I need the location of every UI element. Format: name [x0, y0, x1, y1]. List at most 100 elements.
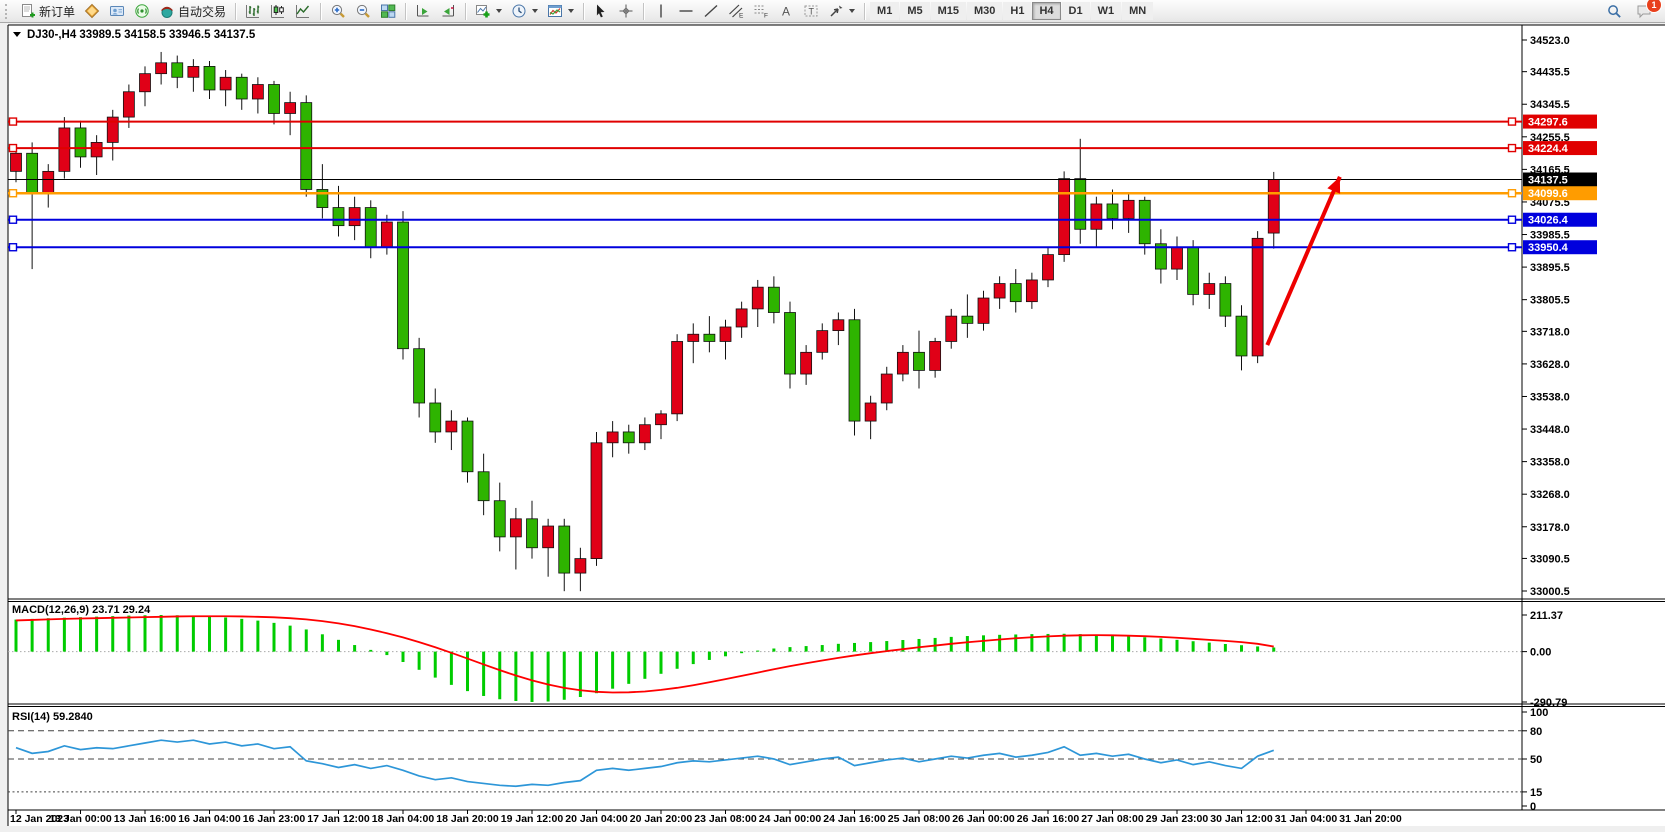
fibonacci-tool-button[interactable]: F [749, 1, 773, 21]
svg-text:13 Jan 00:00: 13 Jan 00:00 [49, 813, 112, 825]
periods-button[interactable] [507, 1, 542, 21]
terminal-button[interactable] [130, 1, 154, 21]
bull-candle [106, 116, 119, 143]
chart-shift-icon [442, 5, 455, 17]
timeframe-h4-button[interactable]: H4 [1032, 2, 1061, 20]
bull-candle [864, 402, 877, 422]
svg-text:33178.0: 33178.0 [1530, 522, 1570, 534]
line-chart-mode-button[interactable] [291, 1, 315, 21]
auto-trading-label: 自动交易 [178, 4, 227, 19]
bull-candle [606, 431, 619, 444]
line-chart-icon [296, 5, 310, 18]
svg-text:26 Jan 00:00: 26 Jan 00:00 [952, 813, 1015, 825]
svg-text:34345.5: 34345.5 [1530, 99, 1570, 111]
bull-candle [816, 330, 829, 353]
search-icon [1608, 4, 1621, 18]
navigator-button[interactable] [105, 1, 129, 21]
bear-candle [461, 420, 474, 473]
bull-candle [977, 297, 990, 324]
line-handle [8, 143, 18, 153]
text-label-tool-button[interactable]: T [799, 1, 823, 21]
navigator-icon [110, 6, 125, 16]
zoom-in-button[interactable] [326, 1, 350, 21]
trend-arrow-annotation[interactable] [1265, 176, 1342, 346]
svg-text:31 Jan 20:00: 31 Jan 20:00 [1339, 813, 1402, 825]
timeframe-mn-button[interactable]: MN [1122, 2, 1154, 20]
zoom-out-button[interactable] [351, 1, 375, 21]
toolbar-grip[interactable] [5, 3, 11, 19]
new-order-button[interactable]: 新订单 [16, 1, 79, 21]
auto-trading-button[interactable]: 自动交易 [155, 1, 230, 21]
timeframe-d1-button[interactable]: D1 [1061, 2, 1090, 20]
bear-candle [1009, 283, 1022, 303]
candlestick-mode-button[interactable] [266, 1, 290, 21]
line-handle [8, 215, 18, 224]
svg-text:30 Jan 12:00: 30 Jan 12:00 [1210, 813, 1273, 825]
bear-candle [622, 431, 635, 444]
timeframe-h1-button[interactable]: H1 [1003, 2, 1032, 20]
cursor-button[interactable] [589, 1, 613, 21]
trendline-tool-button[interactable] [699, 1, 723, 21]
bull-candle [945, 315, 958, 342]
market-watch-button[interactable] [80, 1, 104, 21]
chart-window: 34523.0 34435.5 34345.5 34255.5 34165.5 34075… [0, 23, 1665, 832]
timeframe-m5-button[interactable]: M5 [900, 2, 930, 20]
arrows-tool-button[interactable] [824, 1, 859, 21]
bull-candle [832, 319, 845, 332]
bear-candle [784, 312, 796, 375]
chart-shift-button[interactable] [436, 1, 460, 21]
line-handle [1507, 189, 1517, 198]
indicators-button[interactable] [471, 1, 506, 21]
bear-candle [332, 207, 345, 227]
svg-text:20 Jan 20:00: 20 Jan 20:00 [630, 813, 693, 825]
bear-candle [26, 152, 39, 194]
bear-candle [493, 500, 506, 538]
svg-text:12 Jan 2023: 12 Jan 2023 [10, 813, 69, 825]
svg-text:33358.0: 33358.0 [1530, 457, 1570, 469]
price-badge [1523, 114, 1597, 129]
svg-text:DJ30-,H4 33989.5 34158.5 3394: DJ30-,H4 33989.5 34158.5 33946.5 34137.5 [27, 29, 256, 41]
svg-text:33090.5: 33090.5 [1530, 553, 1570, 565]
templates-button[interactable] [543, 1, 578, 21]
channel-icon: E [729, 4, 744, 19]
text-tool-button[interactable]: A [774, 1, 798, 21]
vertical-line-tool-button[interactable] [649, 1, 673, 21]
bull-candle [655, 413, 667, 426]
search-button[interactable] [1603, 1, 1626, 21]
bear-candle [526, 518, 538, 549]
svg-text:34255.5: 34255.5 [1530, 132, 1570, 144]
bar-chart-mode-button[interactable] [241, 1, 265, 21]
line-handle [1507, 243, 1517, 252]
timeframe-w1-button[interactable]: W1 [1090, 2, 1122, 20]
timeframe-m15-button[interactable]: M15 [930, 2, 966, 20]
svg-text:17 Jan 12:00: 17 Jan 12:00 [307, 813, 370, 825]
tile-windows-icon [381, 4, 396, 18]
svg-text:34297.6: 34297.6 [1528, 117, 1568, 129]
price-chart-canvas[interactable]: 34523.034435.534345.534255.534165.534075… [0, 23, 1665, 832]
timeframe-m1-button[interactable]: M1 [870, 2, 900, 20]
bear-candle [1187, 246, 1200, 295]
equidistant-channel-tool-button[interactable]: E [724, 1, 748, 21]
svg-text:33895.5: 33895.5 [1530, 262, 1570, 274]
line-handle [1507, 143, 1517, 153]
tile-windows-button[interactable] [376, 1, 400, 21]
auto-trading-icon [161, 6, 173, 18]
bull-candle [719, 326, 732, 342]
bull-candle [1058, 178, 1071, 256]
horizontal-line-tool-button[interactable] [674, 1, 698, 21]
notifications-button[interactable]: 1 [1632, 0, 1662, 21]
bear-candle [171, 62, 184, 78]
bull-candle [590, 442, 603, 560]
bull-candle [993, 283, 1006, 299]
crosshair-icon [619, 4, 633, 18]
signal-icon [135, 4, 149, 18]
bar-chart-icon [246, 5, 260, 18]
timeframe-m30-button[interactable]: M30 [967, 2, 1003, 20]
auto-scroll-button[interactable] [411, 1, 435, 21]
bear-candle [1235, 315, 1248, 357]
svg-text:33950.4: 33950.4 [1528, 242, 1569, 254]
crosshair-button[interactable] [614, 1, 638, 21]
svg-text:23 Jan 08:00: 23 Jan 08:00 [694, 813, 757, 825]
bull-candle [751, 286, 764, 310]
